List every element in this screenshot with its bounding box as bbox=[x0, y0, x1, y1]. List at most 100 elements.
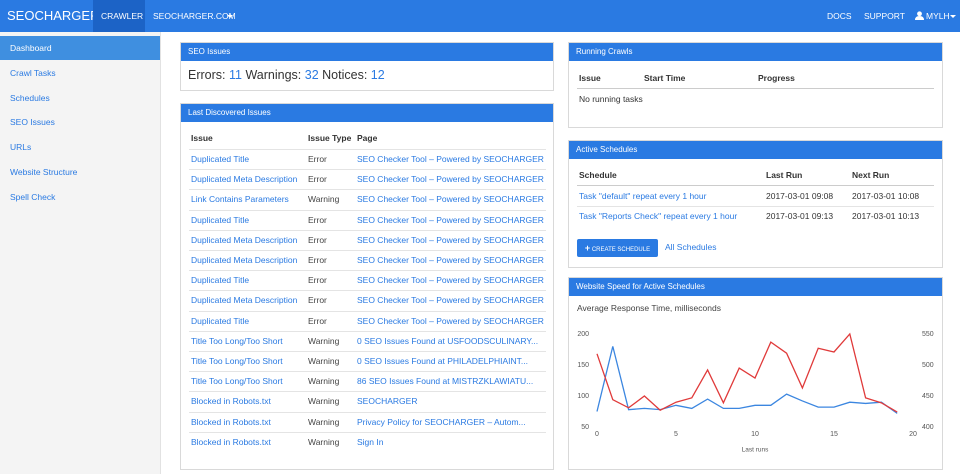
issue-link[interactable]: Title Too Long/Too Short bbox=[191, 356, 283, 366]
issue-link[interactable]: Blocked in Robots.txt bbox=[191, 417, 271, 427]
x-tick-label: 5 bbox=[674, 431, 678, 438]
row-divider bbox=[189, 210, 546, 211]
column-header: Issue Type bbox=[308, 133, 351, 143]
row-divider bbox=[577, 88, 934, 89]
y2-tick-label: 500 bbox=[922, 362, 934, 369]
column-header: Next Run bbox=[852, 170, 889, 180]
schedule-link[interactable]: Task "default" repeat every 1 hour bbox=[579, 191, 706, 201]
issue-link[interactable]: Duplicated Title bbox=[191, 215, 249, 225]
column-header: Schedule bbox=[579, 170, 617, 180]
page-link[interactable]: SEOCHARGER bbox=[357, 396, 417, 406]
page-link[interactable]: Sign In bbox=[357, 437, 383, 447]
page-link[interactable]: SEO Checker Tool – Powered by SEOCHARGER bbox=[357, 174, 544, 184]
count-value: 32 bbox=[305, 68, 319, 82]
nav-item[interactable]: CRAWLER bbox=[101, 0, 143, 32]
page-link[interactable]: SEO Checker Tool – Powered by SEOCHARGER bbox=[357, 215, 544, 225]
issue-type: Warning bbox=[308, 376, 339, 386]
row-divider bbox=[189, 311, 546, 312]
panel-heading: Last Discovered Issues bbox=[181, 104, 553, 122]
panel-heading: Active Schedules bbox=[569, 141, 942, 159]
column-header: Page bbox=[357, 133, 377, 143]
sidebar-item[interactable]: SEO Issues bbox=[0, 110, 160, 134]
issue-link[interactable]: Duplicated Meta Description bbox=[191, 255, 297, 265]
y2-tick-label: 450 bbox=[922, 393, 934, 400]
issue-link[interactable]: Duplicated Meta Description bbox=[191, 174, 297, 184]
page-link[interactable]: 0 SEO Issues Found at USFOODSCULINARY... bbox=[357, 336, 538, 346]
column-header: Issue bbox=[191, 133, 213, 143]
nav-item[interactable]: MYLH bbox=[926, 0, 950, 32]
row-divider bbox=[189, 169, 546, 170]
run-time: 2017-03-01 10:13 bbox=[852, 211, 919, 221]
sidebar-item[interactable]: Website Structure bbox=[0, 160, 160, 184]
issue-type: Warning bbox=[308, 417, 339, 427]
issue-link[interactable]: Duplicated Title bbox=[191, 154, 249, 164]
series-line bbox=[597, 334, 897, 412]
create-schedule-button[interactable]: + CREATE SCHEDULE bbox=[577, 239, 658, 257]
sidebar-item[interactable]: Schedules bbox=[0, 86, 160, 110]
row-divider bbox=[189, 432, 546, 433]
count-value: 12 bbox=[371, 68, 385, 82]
run-time: 2017-03-01 09:13 bbox=[766, 211, 833, 221]
page-link[interactable]: SEO Checker Tool – Powered by SEOCHARGER bbox=[357, 275, 544, 285]
column-header: Issue bbox=[579, 73, 601, 83]
issue-link[interactable]: Title Too Long/Too Short bbox=[191, 336, 283, 346]
nav-item[interactable]: DOCS bbox=[827, 0, 852, 32]
caret bbox=[227, 15, 233, 18]
chart: 5010015020040045050055005101520Last runs bbox=[568, 277, 943, 470]
page-link[interactable]: Privacy Policy for SEOCHARGER – Autom... bbox=[357, 417, 526, 427]
issue-counts: Errors: 11 Warnings: 32 Notices: 12 bbox=[181, 61, 553, 89]
button-label: CREATE SCHEDULE bbox=[592, 247, 650, 253]
running-crawls-panel: Running Crawls bbox=[568, 42, 943, 128]
issue-type: Error bbox=[308, 275, 327, 285]
page-link[interactable]: 0 SEO Issues Found at PHILADELPHIAINT... bbox=[357, 356, 528, 366]
issue-type: Warning bbox=[308, 396, 339, 406]
issue-type: Error bbox=[308, 174, 327, 184]
brand[interactable]: SEOCHARGER bbox=[7, 0, 99, 32]
sidebar-item[interactable]: Spell Check bbox=[0, 185, 160, 209]
page-link[interactable]: SEO Checker Tool – Powered by SEOCHARGER bbox=[357, 194, 544, 204]
issue-link[interactable]: Duplicated Meta Description bbox=[191, 235, 297, 245]
all-schedules-link[interactable]: All Schedules bbox=[665, 242, 717, 252]
issue-link[interactable]: Duplicated Meta Description bbox=[191, 295, 297, 305]
row-divider bbox=[189, 250, 546, 251]
count-value: 11 bbox=[229, 68, 242, 82]
issue-type: Error bbox=[308, 255, 327, 265]
row-divider bbox=[189, 371, 546, 372]
row-divider bbox=[189, 351, 546, 352]
page-link[interactable]: SEO Checker Tool – Powered by SEOCHARGER bbox=[357, 295, 544, 305]
issue-link[interactable]: Title Too Long/Too Short bbox=[191, 376, 283, 386]
y2-tick-label: 550 bbox=[922, 331, 934, 338]
page-link[interactable]: SEO Checker Tool – Powered by SEOCHARGER bbox=[357, 316, 544, 326]
run-time: 2017-03-01 09:08 bbox=[766, 191, 833, 201]
y-tick-label: 200 bbox=[577, 331, 589, 338]
issue-link[interactable]: Blocked in Robots.txt bbox=[191, 396, 271, 406]
issue-link[interactable]: Duplicated Title bbox=[191, 316, 249, 326]
issue-type: Error bbox=[308, 215, 327, 225]
y2-tick-label: 400 bbox=[922, 424, 934, 431]
sidebar-item[interactable]: Crawl Tasks bbox=[0, 61, 160, 85]
sidebar-item[interactable]: Dashboard bbox=[0, 36, 160, 60]
schedule-link[interactable]: Task "Reports Check" repeat every 1 hour bbox=[579, 211, 737, 221]
issue-type: Error bbox=[308, 154, 327, 164]
page-link[interactable]: SEO Checker Tool – Powered by SEOCHARGER bbox=[357, 235, 544, 245]
nav-item[interactable]: SUPPORT bbox=[864, 0, 905, 32]
nav-item[interactable]: SEOCHARGER.COM bbox=[153, 0, 236, 32]
page-link[interactable]: SEO Checker Tool – Powered by SEOCHARGER bbox=[357, 255, 544, 265]
panel-heading: Running Crawls bbox=[569, 43, 942, 61]
issue-link[interactable]: Link Contains Parameters bbox=[191, 194, 289, 204]
row-divider bbox=[189, 290, 546, 291]
issue-type: Error bbox=[308, 316, 327, 326]
page-link[interactable]: SEO Checker Tool – Powered by SEOCHARGER bbox=[357, 154, 544, 164]
column-header: Progress bbox=[758, 73, 795, 83]
run-time: 2017-03-01 10:08 bbox=[852, 191, 919, 201]
issue-link[interactable]: Blocked in Robots.txt bbox=[191, 437, 271, 447]
row-divider bbox=[189, 391, 546, 392]
sidebar-item[interactable]: URLs bbox=[0, 135, 160, 159]
page-link[interactable]: 86 SEO Issues Found at MISTRZKLAWIATU... bbox=[357, 376, 533, 386]
issue-link[interactable]: Duplicated Title bbox=[191, 275, 249, 285]
seo-issues-panel: SEO Issues Errors: 11 Warnings: 32 Notic… bbox=[180, 42, 554, 91]
issue-type: Warning bbox=[308, 437, 339, 447]
panel-heading: SEO Issues bbox=[181, 43, 553, 61]
row-divider bbox=[189, 230, 546, 231]
